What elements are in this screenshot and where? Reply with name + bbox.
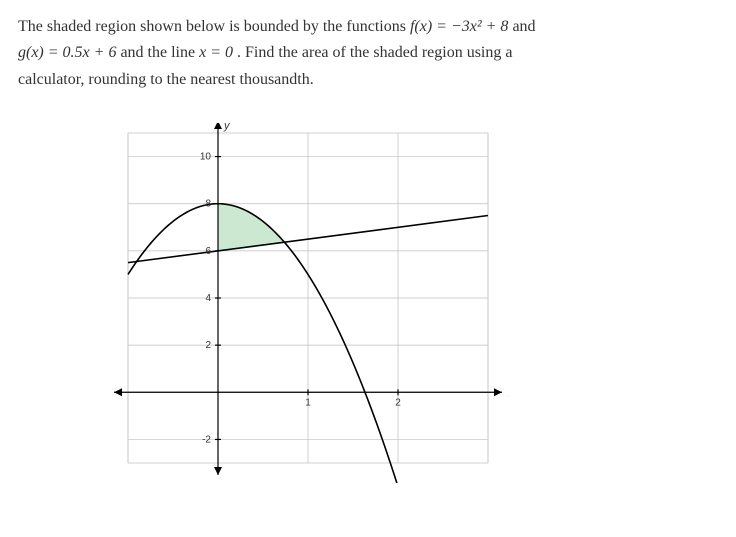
svg-text:4: 4 (205, 293, 211, 304)
svg-text:2: 2 (205, 340, 211, 351)
t3: and the line (120, 44, 199, 61)
svg-text:8: 8 (205, 199, 211, 210)
svg-text:2: 2 (395, 397, 401, 408)
t5: calculator, rounding to the nearest thou… (18, 71, 314, 88)
svg-text:6: 6 (205, 246, 211, 257)
problem-statement: The shaded region shown below is bounded… (18, 14, 718, 93)
t4: . Find the area of the shaded region usi… (237, 44, 512, 61)
svg-text:10: 10 (200, 152, 212, 163)
t2: and (512, 18, 535, 35)
svg-text:1: 1 (305, 397, 311, 408)
x-eq: x = 0 (199, 44, 233, 61)
svg-text:y: y (223, 123, 231, 132)
svg-text:-2: -2 (202, 435, 211, 446)
t1: The shaded region shown below is bounded… (18, 18, 410, 35)
f-expr: f(x) = −3x² + 8 (410, 18, 509, 35)
chart-area: 1 2 2 4 6 8 10 -2 x y (18, 123, 718, 483)
g-expr: g(x) = 0.5x + 6 (18, 44, 116, 61)
function-chart: 1 2 2 4 6 8 10 -2 x y (88, 123, 508, 483)
svg-text:x: x (507, 387, 508, 399)
